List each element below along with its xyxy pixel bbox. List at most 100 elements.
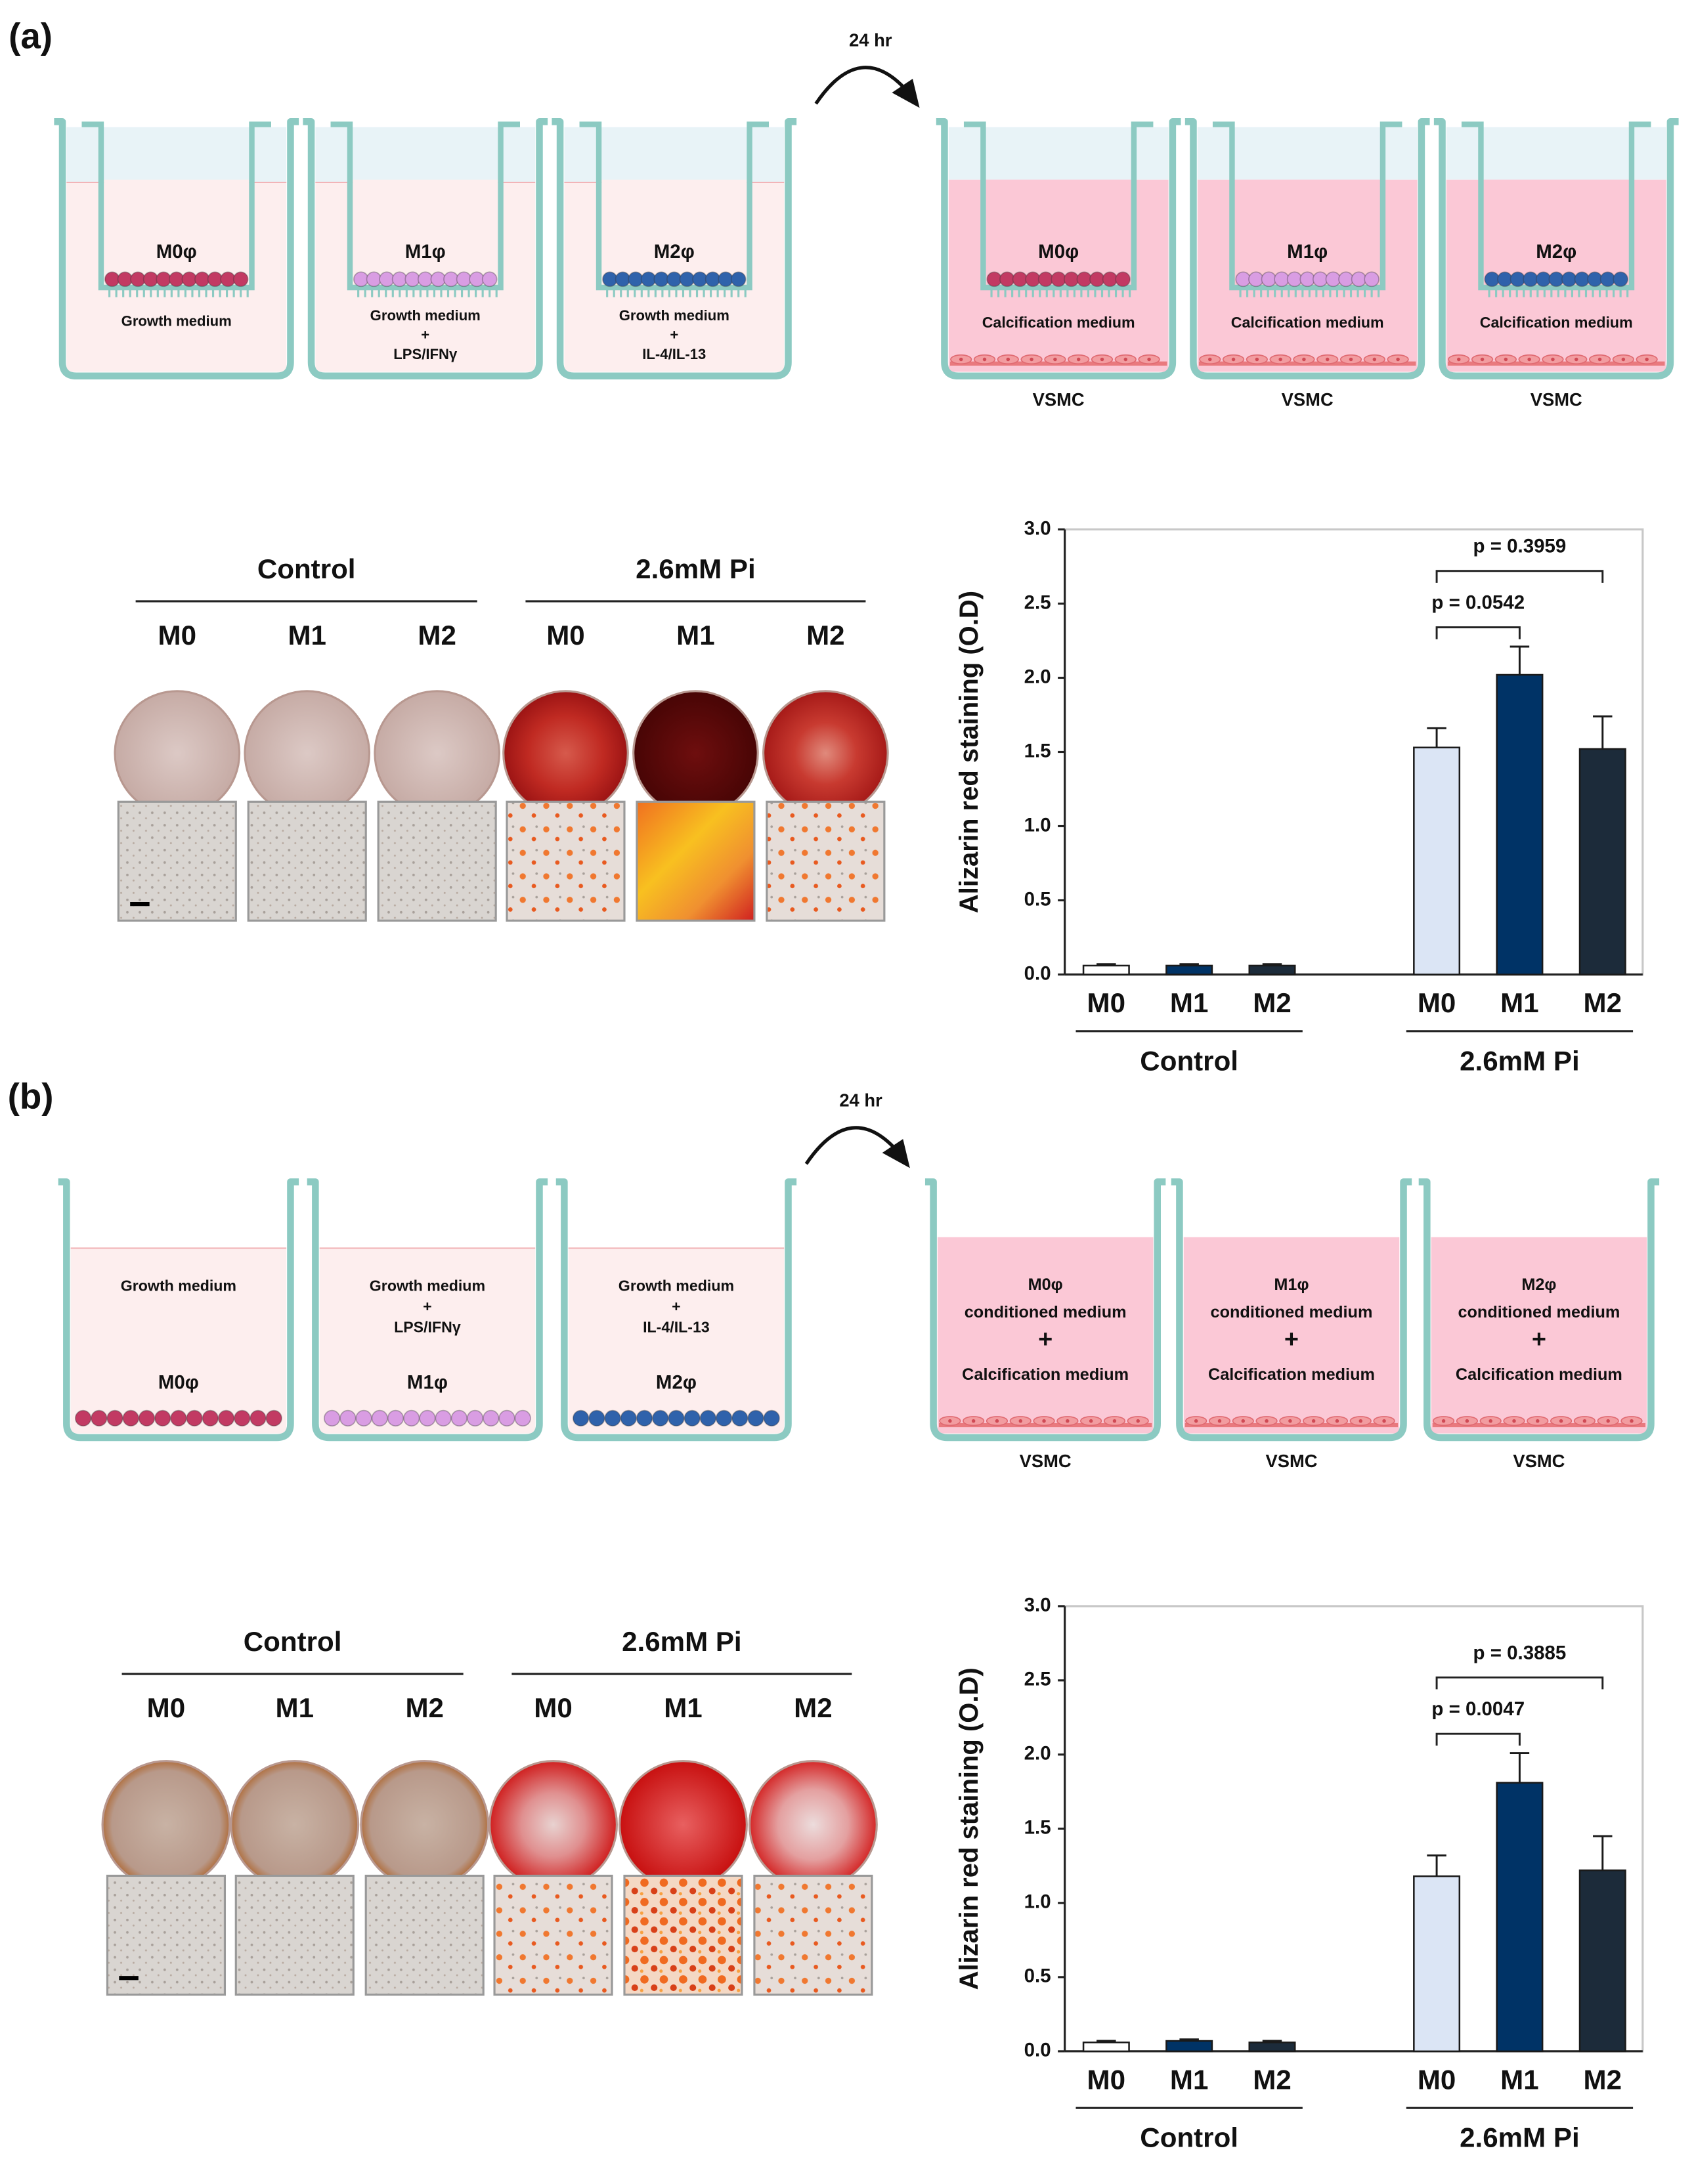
cell: [339, 1409, 357, 1427]
cell: [353, 271, 369, 288]
cell: [1089, 271, 1105, 288]
y-tick-label: 0.5: [1024, 1965, 1051, 1987]
well-label: M2: [418, 620, 456, 651]
cell: [1037, 271, 1054, 288]
vsmc-nucleus: [959, 357, 963, 362]
vsmc-nucleus: [1255, 357, 1259, 362]
well-medium: [568, 1248, 785, 1434]
bar: [1413, 746, 1461, 975]
vsmc-nucleus: [1582, 1419, 1587, 1423]
bar: [1165, 964, 1213, 975]
x-tick-label: M1: [1170, 2064, 1209, 2095]
cell: [699, 1409, 717, 1427]
vsmc-nucleus: [1030, 357, 1033, 362]
medium-label: Calcification medium: [1456, 1365, 1622, 1384]
cell-label: M2φ: [656, 1372, 697, 1394]
insert-medium: [1234, 179, 1380, 288]
medium-label: Calcification medium: [1231, 314, 1384, 331]
cell: [466, 1409, 484, 1427]
cell: [1351, 271, 1367, 288]
y-tick-label: 2.0: [1024, 1743, 1051, 1765]
cell-label: M1φ: [405, 241, 446, 263]
cell: [265, 1409, 282, 1427]
cell: [730, 271, 747, 288]
well-wall: [936, 118, 1181, 380]
well-label: M2: [794, 1692, 833, 1723]
bar: [1082, 964, 1130, 975]
bar: [1248, 2042, 1296, 2053]
cell: [443, 271, 459, 288]
group-label: Control: [1140, 2122, 1238, 2153]
cell-label: M2φ: [1536, 241, 1576, 263]
dish: [244, 690, 371, 817]
vsmc-nucleus: [1112, 1419, 1117, 1423]
cell: [692, 271, 708, 288]
cell: [1274, 271, 1290, 288]
vsmc-nucleus: [1053, 357, 1057, 362]
cell: [715, 1409, 733, 1427]
cell: [1051, 271, 1066, 288]
cell: [234, 1409, 251, 1427]
cell: [220, 271, 236, 288]
arrow-head: [892, 79, 920, 108]
insert-medium: [104, 179, 250, 288]
vsmc-nucleus: [1123, 357, 1128, 362]
micrograph: [636, 800, 756, 922]
medium-label: Growth medium: [121, 312, 232, 329]
micrograph: [247, 800, 367, 922]
cell: [138, 1409, 156, 1427]
micrograph: [623, 1874, 743, 1996]
micrograph: [766, 800, 886, 922]
insert-wall: [1461, 121, 1651, 291]
cell: [731, 1409, 749, 1427]
well-label: M0: [158, 620, 197, 651]
well-medium: [1183, 1237, 1400, 1434]
cell: [207, 271, 223, 288]
x-tick-label: M0: [1418, 2064, 1456, 2095]
cell: [355, 1409, 372, 1427]
cell: [684, 1409, 701, 1427]
medium-label: Calcification medium: [1208, 1365, 1375, 1384]
cell: [391, 271, 408, 288]
medium-label: Growth medium: [619, 1277, 734, 1295]
vsmc-nucleus: [1382, 1419, 1386, 1423]
vsmc-nucleus: [1042, 1419, 1046, 1423]
medium-label: Growth medium: [121, 1277, 236, 1295]
well-medium: [70, 1248, 287, 1434]
error-bar: [1097, 963, 1116, 966]
cell-label: M0φ: [1038, 241, 1079, 263]
micrograph: [493, 1874, 613, 1996]
vsmc-nucleus: [1231, 357, 1236, 362]
well-label: M0: [534, 1692, 572, 1723]
well-label: M0: [147, 1692, 186, 1723]
vsmc-nucleus: [1349, 357, 1353, 362]
well-label: M0: [546, 620, 585, 651]
cell: [483, 1409, 500, 1427]
medium-label: LPS/IFNγ: [393, 346, 458, 362]
arrow: [804, 1126, 900, 1165]
cell: [156, 271, 171, 288]
cell: [181, 271, 198, 288]
vsmc-nucleus: [1457, 357, 1461, 362]
group-label: 2.6mM Pi: [1460, 2122, 1580, 2153]
cell: [588, 1409, 605, 1427]
dish: [748, 1760, 878, 1889]
arrow: [814, 66, 910, 105]
cell: [1248, 271, 1264, 288]
vsmc-label: VSMC: [1282, 389, 1334, 410]
cell: [323, 1409, 341, 1427]
comparison-label: p = 0.0047: [1431, 1698, 1525, 1720]
medium-label: M1φ: [1274, 1275, 1309, 1294]
bar: [1496, 1782, 1544, 2053]
cell: [456, 271, 472, 288]
vsmc-nucleus: [1217, 1419, 1222, 1423]
vsmc-nucleus: [1089, 1419, 1093, 1423]
vsmc-label: VSMC: [1531, 389, 1582, 410]
vsmc-nucleus: [1372, 357, 1377, 362]
vsmc-label: VSMC: [1020, 1451, 1072, 1471]
cell: [636, 1409, 653, 1427]
cell: [387, 1409, 404, 1427]
cell: [74, 1409, 92, 1427]
cell: [403, 1409, 420, 1427]
